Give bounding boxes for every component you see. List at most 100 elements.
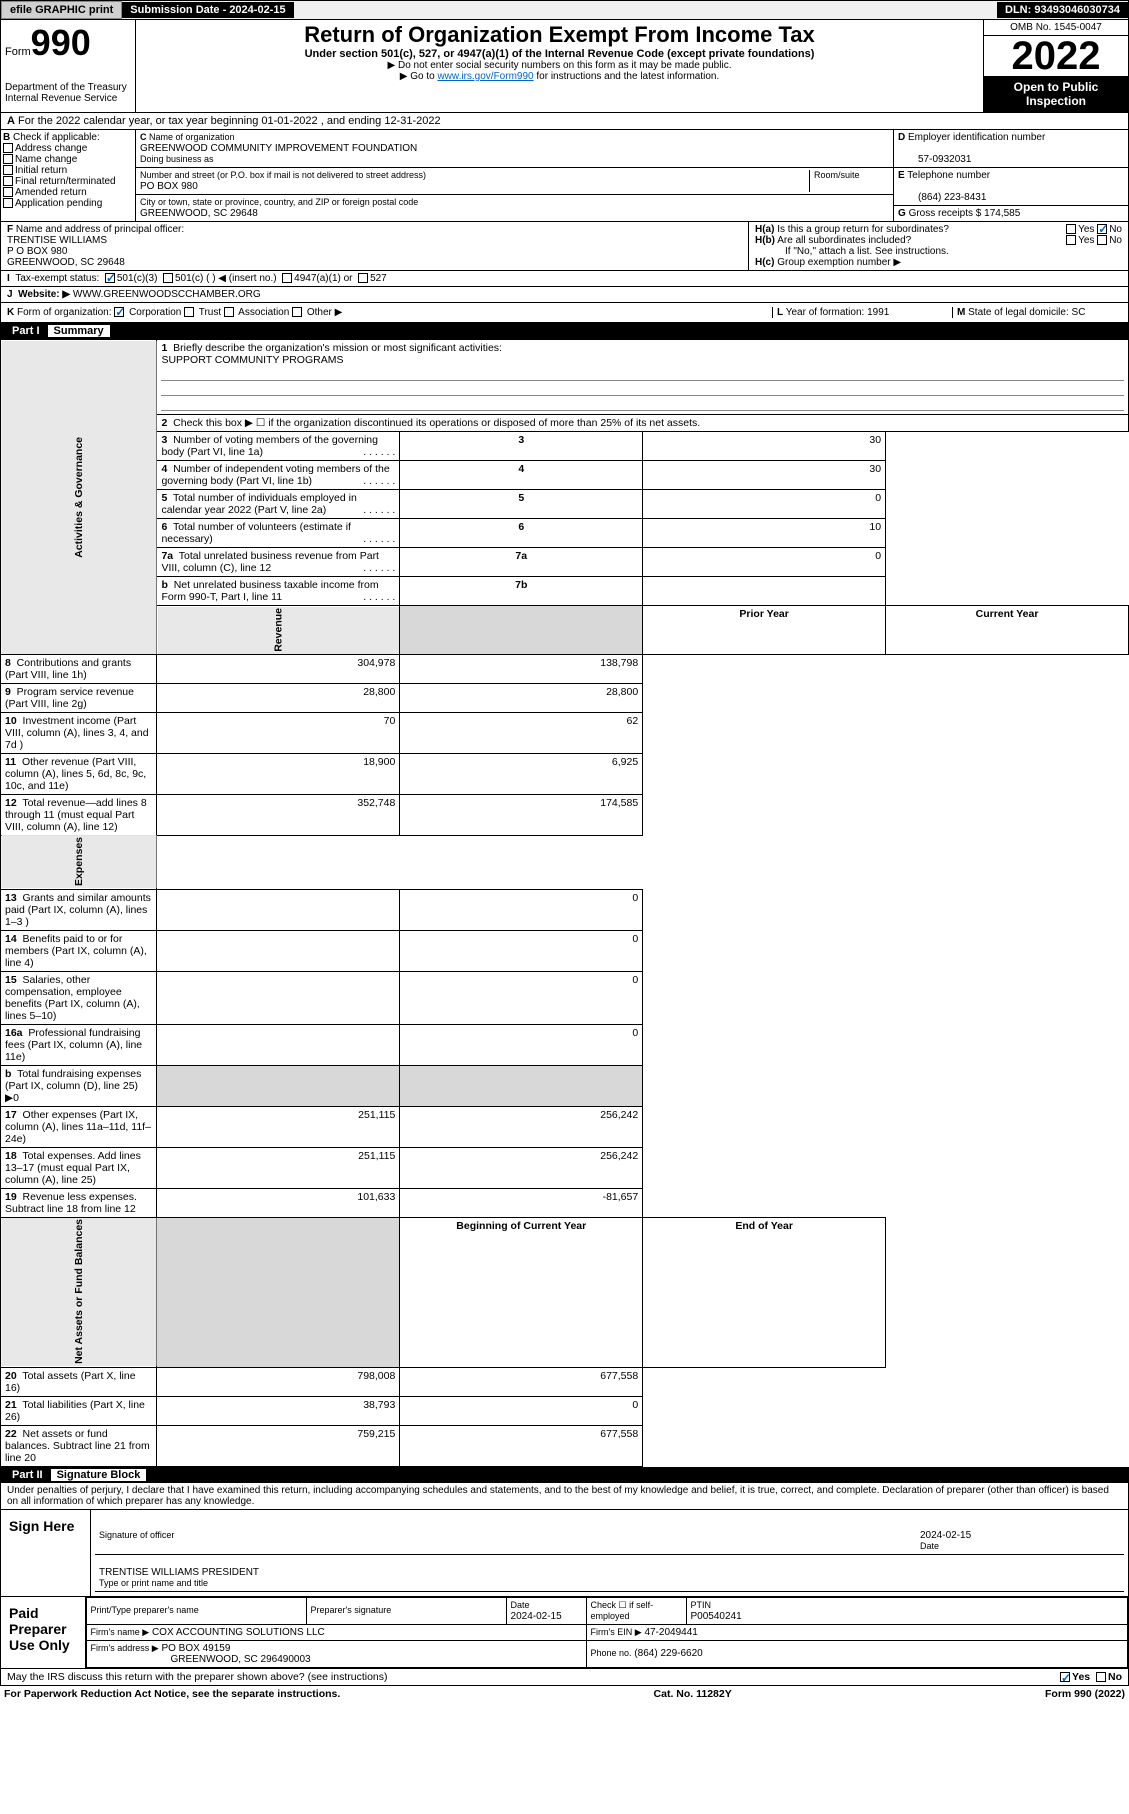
firm-addr-label: Firm's address ▶	[91, 1643, 159, 1653]
prep-date-val: 2024-02-15	[511, 1611, 562, 1622]
title-box: Return of Organization Exempt From Incom…	[136, 20, 983, 112]
cb-label-2: Initial return	[15, 165, 67, 176]
name-label: Name of organization	[149, 132, 235, 142]
sig-date-val: 2024-02-15	[920, 1530, 971, 1541]
opt-527: 527	[370, 273, 387, 284]
cb-label-4: Amended return	[15, 187, 87, 198]
part1-name: Part I	[8, 325, 44, 337]
firm-name: COX ACCOUNTING SOLUTIONS LLC	[152, 1627, 325, 1638]
officer-addr2: GREENWOOD, SC 29648	[7, 257, 125, 268]
line-m-value: SC	[1072, 307, 1086, 318]
officer-name: TRENTISE WILLIAMS	[7, 235, 107, 246]
city-label: City or town, state or province, country…	[140, 197, 418, 207]
officer-label: Name and address of principal officer:	[16, 224, 184, 235]
row-fh: F Name and address of principal officer:…	[0, 222, 1129, 271]
yes-label2: Yes	[1078, 235, 1094, 246]
summary-table: Activities & Governance 1 Briefly descri…	[0, 339, 1129, 1467]
paid-preparer-section: Paid Preparer Use Only Print/Type prepar…	[0, 1597, 1129, 1669]
checkbox-address[interactable]	[3, 143, 13, 153]
footer-left: For Paperwork Reduction Act Notice, see …	[4, 1688, 340, 1700]
col-d: D Employer identification number 57-0932…	[893, 130, 1128, 221]
q1-answer: SUPPORT COMMUNITY PROGRAMS	[161, 354, 343, 366]
opt-501c3: 501(c)(3)	[117, 273, 158, 284]
discuss-yes-label: Yes	[1072, 1671, 1090, 1683]
discuss-row: May the IRS discuss this return with the…	[0, 1669, 1129, 1686]
footer-right: Form 990 (2022)	[1045, 1688, 1125, 1700]
note2-post: for instructions and the latest informat…	[534, 71, 720, 82]
ha-text: Is this a group return for subordinates?	[777, 224, 949, 235]
penalty-text: Under penalties of perjury, I declare th…	[0, 1483, 1129, 1510]
firm-ein-label: Firm's EIN ▶	[591, 1627, 642, 1637]
sign-here-section: Sign Here Signature of officer 2024-02-1…	[0, 1510, 1129, 1597]
discuss-no-label: No	[1108, 1671, 1122, 1683]
cb-trust[interactable]	[184, 307, 194, 317]
cb-4947[interactable]	[282, 273, 292, 283]
col-c: C Name of organization GREENWOOD COMMUNI…	[136, 130, 893, 221]
opt-trust: Trust	[199, 307, 221, 318]
cb-501c[interactable]	[163, 273, 173, 283]
cb-501c3[interactable]	[105, 273, 115, 283]
firm-name-label: Firm's name ▶	[91, 1627, 150, 1637]
dba-label: Doing business as	[140, 154, 214, 164]
sign-here-label: Sign Here	[1, 1510, 91, 1596]
cb-label-0: Address change	[15, 143, 87, 154]
cb-other[interactable]	[292, 307, 302, 317]
box-f: F Name and address of principal officer:…	[1, 222, 748, 270]
cb-527[interactable]	[358, 273, 368, 283]
ein-label: Employer identification number	[908, 132, 1045, 143]
line-a-text: For the 2022 calendar year, or tax year …	[18, 115, 441, 127]
irs-link[interactable]: www.irs.gov/Form990	[437, 71, 533, 82]
box-b-header: Check if applicable:	[13, 132, 100, 143]
opt-assoc: Association	[238, 307, 289, 318]
irs-label: Internal Revenue Service	[5, 93, 131, 104]
footer: For Paperwork Reduction Act Notice, see …	[0, 1686, 1129, 1702]
form-note2: ▶ Go to www.irs.gov/Form990 for instruct…	[140, 71, 979, 82]
firm-addr: PO BOX 49159	[161, 1643, 230, 1654]
phone-value: (864) 223-8431	[918, 192, 986, 203]
firm-city: GREENWOOD, SC 296490003	[171, 1654, 311, 1665]
form-prefix: Form	[5, 46, 31, 58]
addr-label: Number and street (or P.O. box if mail i…	[140, 170, 426, 180]
checkbox-amended[interactable]	[3, 187, 13, 197]
prep-name-label: Print/Type preparer's name	[91, 1605, 199, 1615]
note2-pre: ▶ Go to	[400, 71, 438, 82]
part1-title: Summary	[48, 325, 110, 337]
yes-label: Yes	[1078, 224, 1094, 235]
form-number: 990	[31, 22, 91, 63]
checkbox-name[interactable]	[3, 154, 13, 164]
form-subtitle: Under section 501(c), 527, or 4947(a)(1)…	[140, 48, 979, 60]
ein-value: 57-0932031	[918, 154, 971, 165]
eoy-header: End of Year	[643, 1217, 886, 1367]
discuss-no[interactable]	[1096, 1672, 1106, 1682]
line-m-label: State of legal domicile:	[968, 307, 1069, 318]
col-b: B Check if applicable: Address change Na…	[1, 130, 136, 221]
current-year-header: Current Year	[886, 606, 1129, 655]
cb-corp[interactable]	[114, 307, 124, 317]
line-klm: K Form of organization: Corporation Trus…	[0, 303, 1129, 323]
officer-name-sig: TRENTISE WILLIAMS PRESIDENT	[99, 1567, 259, 1578]
part2-name: Part II	[8, 1469, 47, 1481]
tax-year: 2022	[984, 36, 1128, 76]
efile-print-button[interactable]: efile GRAPHIC print	[1, 1, 122, 19]
no-label2: No	[1109, 235, 1122, 246]
box-h: H(a) Is this a group return for subordin…	[748, 222, 1128, 270]
org-name: GREENWOOD COMMUNITY IMPROVEMENT FOUNDATI…	[140, 143, 417, 154]
dln-label: DLN: 93493046030734	[997, 2, 1128, 18]
submission-date-button[interactable]: Submission Date - 2024-02-15	[122, 2, 293, 18]
hb-yes[interactable]	[1066, 235, 1076, 245]
cb-label-3: Final return/terminated	[15, 176, 116, 187]
checkbox-pending[interactable]	[3, 198, 13, 208]
ha-no[interactable]	[1097, 224, 1107, 234]
prep-date-label: Date	[511, 1600, 530, 1610]
ha-yes[interactable]	[1066, 224, 1076, 234]
side-net: Net Assets or Fund Balances	[1, 1217, 157, 1367]
checkbox-initial[interactable]	[3, 165, 13, 175]
hb-no[interactable]	[1097, 235, 1107, 245]
ptin-label: PTIN	[691, 1600, 712, 1610]
prior-year-header: Prior Year	[643, 606, 886, 655]
cb-assoc[interactable]	[224, 307, 234, 317]
cb-label-1: Name change	[15, 154, 77, 165]
checkbox-final[interactable]	[3, 176, 13, 186]
discuss-yes[interactable]	[1060, 1672, 1070, 1682]
line-a: A For the 2022 calendar year, or tax yea…	[0, 113, 1129, 130]
